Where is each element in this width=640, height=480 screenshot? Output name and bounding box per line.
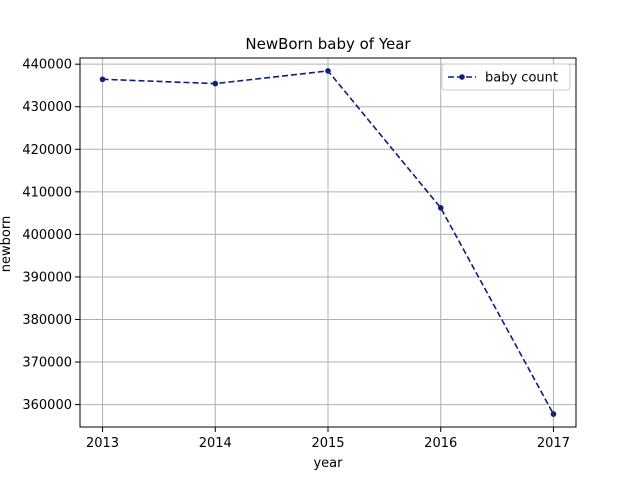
data-point — [99, 76, 106, 83]
x-tick-label: 2013 — [86, 436, 119, 451]
y-tick-label: 360000 — [22, 398, 72, 413]
data-point — [325, 68, 331, 74]
legend: baby count — [441, 63, 571, 91]
grid-lines — [80, 58, 576, 427]
y-axis-label: newborn — [0, 216, 14, 272]
x-axis-label: year — [313, 456, 343, 471]
y-tick-label: 390000 — [22, 270, 72, 285]
y-tick-label: 410000 — [22, 185, 72, 200]
y-tick-label: 400000 — [22, 228, 72, 243]
y-tick-label: 430000 — [22, 100, 72, 115]
x-tick-label: 2017 — [537, 436, 570, 451]
data-point — [437, 205, 444, 211]
data-point — [212, 80, 219, 87]
series-layer — [99, 68, 557, 417]
legend-label: baby count — [485, 71, 558, 86]
x-tick-label: 2014 — [199, 436, 232, 451]
x-tick-label: 2016 — [424, 436, 457, 451]
x-tick-label: 2015 — [311, 436, 344, 451]
legend-marker — [459, 74, 465, 80]
axes: 2013 2014 2015 2016 2017 360000 370000 380000 39… — [22, 57, 577, 451]
data-point — [550, 411, 557, 417]
y-tick-label: 420000 — [22, 143, 72, 158]
y-tick-label: 380000 — [22, 313, 72, 328]
y-tick-label: 440000 — [22, 58, 72, 73]
y-tick-label: 370000 — [22, 356, 72, 371]
legend-box — [441, 63, 571, 91]
chart-title: NewBorn baby of Year — [245, 35, 411, 53]
